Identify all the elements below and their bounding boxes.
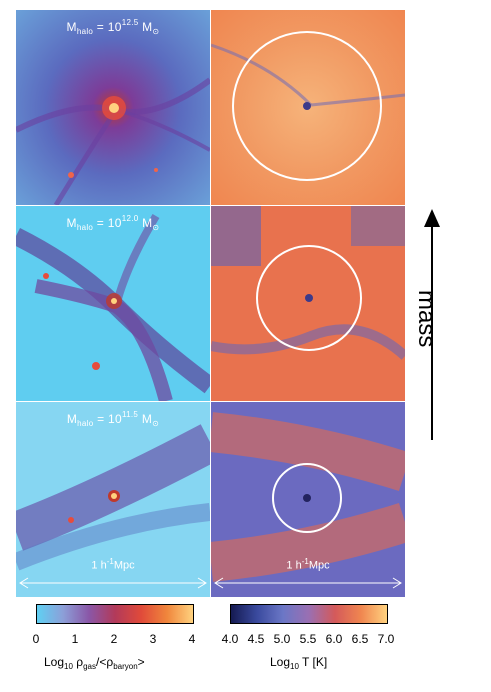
halo-mass-label: Mhalo = 1012.5 M⊙	[66, 18, 160, 36]
mass-label: mass	[413, 290, 440, 348]
temperature-panel-row1	[211, 10, 405, 205]
temperature-colorbar-label: Log10 T [K]	[270, 655, 328, 671]
temperature-map	[211, 10, 405, 205]
scale-bar: 1 h-1Mpc	[16, 557, 210, 593]
temperature-map	[211, 402, 405, 597]
density-map	[16, 10, 210, 205]
halo-mass-label: Mhalo = 1012.0 M⊙	[66, 214, 160, 232]
scale-arrow	[214, 577, 402, 589]
density-map	[16, 402, 210, 597]
virial-radius-circle	[232, 31, 382, 181]
temperature-colorbar	[230, 604, 388, 624]
scale-label: 1 h-1Mpc	[91, 557, 135, 572]
density-panel-row2: Mhalo = 1012.0 M⊙	[16, 206, 210, 401]
mass-arrow	[424, 209, 440, 440]
density-colorbar	[36, 604, 194, 624]
density-colorbar-label: Log10 ρgas/<ρbaryon>	[44, 655, 145, 671]
density-map	[16, 206, 210, 401]
density-panel-row1: Mhalo = 1012.5 M⊙	[16, 10, 210, 205]
scale-bar: 1 h-1Mpc	[211, 557, 405, 593]
temperature-panel-row2	[211, 206, 405, 401]
temperature-panel-row3: 1 h-1Mpc	[211, 402, 405, 597]
halo-mass-label: Mhalo = 1011.5 M⊙	[66, 410, 160, 428]
scale-label: 1 h-1Mpc	[286, 557, 330, 572]
scale-arrow	[19, 577, 207, 589]
temperature-map	[211, 206, 405, 401]
density-panel-row3: Mhalo = 1011.5 M⊙ 1 h-1Mpc	[16, 402, 210, 597]
virial-radius-circle	[272, 463, 342, 533]
virial-radius-circle	[256, 245, 362, 351]
